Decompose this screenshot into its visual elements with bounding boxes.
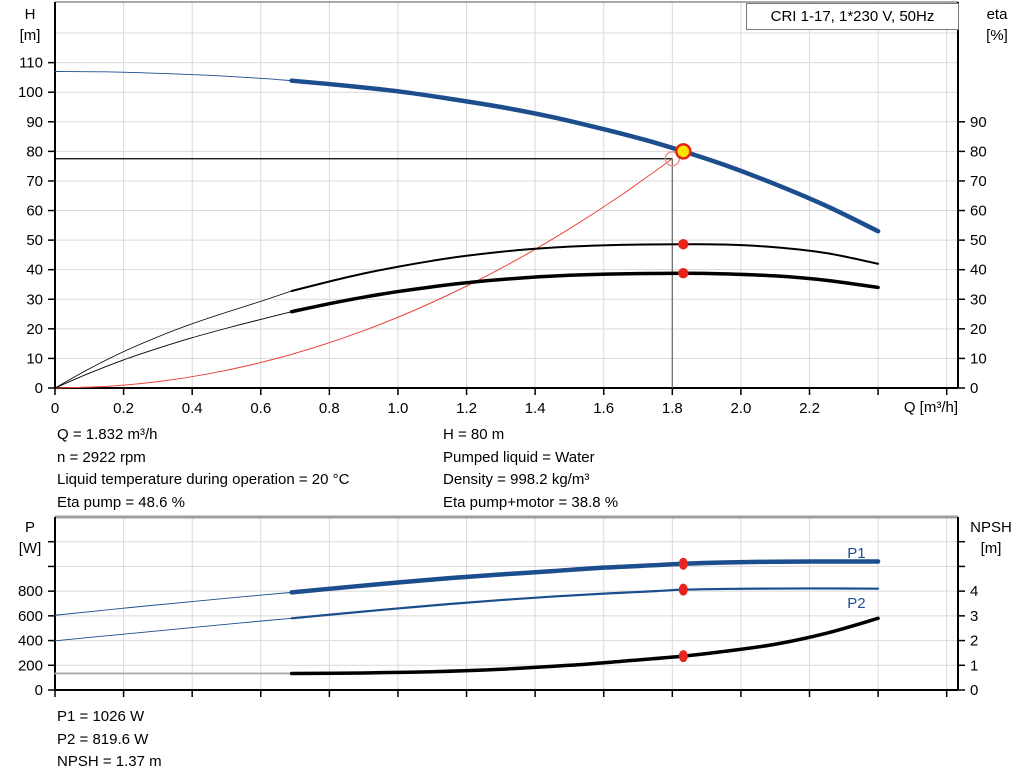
tick-label: 60 bbox=[26, 203, 43, 220]
tick-label: 80 bbox=[26, 143, 43, 160]
p2-curve-label: P2 bbox=[847, 595, 865, 612]
p1-duty-dot bbox=[678, 557, 688, 570]
tick-label: 1.6 bbox=[593, 400, 614, 417]
tick-label: 20 bbox=[970, 321, 987, 338]
p1-value: P1 = 1026 W bbox=[57, 708, 145, 725]
tick-label: 90 bbox=[26, 114, 43, 131]
tick-label: 20 bbox=[26, 321, 43, 338]
tick-label: 800 bbox=[18, 583, 43, 600]
eta-pump-motor-curve-thin bbox=[54, 311, 293, 389]
p-axis-label: P [W] bbox=[18, 519, 42, 557]
speed-value: n = 2922 rpm bbox=[57, 448, 146, 466]
tick-label: 0 bbox=[51, 400, 59, 417]
eta-pump-motor-duty-dot bbox=[678, 268, 689, 279]
eta-axis-label: eta [%] bbox=[986, 6, 1008, 44]
tick-label: 600 bbox=[18, 608, 43, 625]
npsh-duty-dot bbox=[678, 650, 688, 663]
npsh-value: NPSH = 1.37 m bbox=[57, 753, 162, 770]
p1-curve-label: P1 bbox=[847, 545, 865, 562]
tick-label: 50 bbox=[970, 232, 987, 249]
p2-curve-thin bbox=[54, 617, 293, 642]
head-value: H = 80 m bbox=[443, 426, 505, 443]
tick-label: 0.2 bbox=[113, 400, 134, 417]
eta-pump-duty-dot bbox=[678, 239, 689, 250]
pumped-liquid-value: Pumped liquid = Water bbox=[443, 448, 595, 466]
duty-info-left-block: Q = 1.832 m³/h n = 2922 rpm Liquid tempe… bbox=[57, 424, 349, 514]
tick-label: 40 bbox=[26, 262, 43, 279]
tick-label: 400 bbox=[18, 633, 43, 650]
p1-curve bbox=[289, 559, 881, 595]
power-info-block: P1 = 1026 W P2 = 819.6 W NPSH = 1.37 m bbox=[57, 706, 162, 774]
pump-curve bbox=[289, 78, 881, 234]
tick-label: 0 bbox=[970, 380, 978, 397]
flow-value: Q = 1.832 m³/h bbox=[57, 426, 158, 443]
duty-info-right-block: H = 80 m Pumped liquid = Water Density =… bbox=[443, 424, 618, 514]
pump-model-label: CRI 1-17, 1*230 V, 50Hz bbox=[770, 8, 935, 25]
tick-label: 60 bbox=[970, 203, 987, 220]
tick-label: 0.4 bbox=[182, 400, 203, 417]
eta-pump-curve-thin bbox=[54, 290, 293, 389]
tick-label: 30 bbox=[26, 291, 43, 308]
tick-label: 0.6 bbox=[250, 400, 271, 417]
tick-label: 50 bbox=[26, 232, 43, 249]
actual-duty-point[interactable] bbox=[675, 143, 692, 160]
tick-label: 1.0 bbox=[388, 400, 409, 417]
tick-label: 90 bbox=[970, 114, 987, 131]
hq-eta-chart: 0 0.2 0.4 0.6 0.8 1.0 1.2 1.4 1.6 1.8 2.0 2.2 0 10 20 3… bbox=[18, 1, 987, 417]
tick-label: 1.8 bbox=[662, 400, 683, 417]
tick-label: 0.8 bbox=[319, 400, 340, 417]
tick-label: 1.2 bbox=[456, 400, 477, 417]
tick-label: 3 bbox=[970, 608, 978, 625]
tick-label: 110 bbox=[19, 55, 43, 72]
tick-label: 70 bbox=[26, 173, 43, 190]
h-axis-label: H [m] bbox=[19, 6, 41, 44]
eta-pump-value: Eta pump = 48.6 % bbox=[57, 493, 185, 511]
tick-label: 4 bbox=[970, 583, 978, 600]
tick-label: 2.2 bbox=[799, 400, 820, 417]
tick-label: 10 bbox=[970, 350, 987, 367]
system-curve bbox=[54, 158, 673, 389]
requested-duty-ring bbox=[664, 151, 680, 167]
tick-label: 1 bbox=[970, 657, 978, 674]
p2-curve bbox=[290, 587, 880, 620]
tick-label: 100 bbox=[18, 84, 43, 101]
tick-label: 2 bbox=[970, 633, 978, 650]
npsh-axis-label: NPSH [m] bbox=[970, 519, 1012, 557]
p2-duty-dot bbox=[678, 583, 688, 596]
tick-label: 0 bbox=[970, 682, 978, 699]
tick-label: 30 bbox=[970, 291, 987, 308]
liquid-temperature-value: Liquid temperature during operation = 20… bbox=[57, 471, 350, 488]
tick-label: 10 bbox=[26, 350, 43, 367]
tick-label: 0 bbox=[35, 380, 43, 397]
pump-model-box: CRI 1-17, 1*230 V, 50Hz bbox=[746, 3, 959, 30]
eta-pump-motor-value: Eta pump+motor = 38.8 % bbox=[443, 493, 619, 511]
tick-label: 200 bbox=[18, 657, 43, 674]
q-axis-label: Q [m³/h] bbox=[903, 399, 958, 416]
p1-curve-thin bbox=[54, 591, 293, 616]
eta-pump-motor-curve bbox=[289, 271, 880, 314]
tick-label: 0 bbox=[35, 682, 43, 699]
tick-label: 80 bbox=[970, 143, 987, 160]
tick-label: 70 bbox=[970, 173, 987, 190]
pump-curve-thin bbox=[54, 71, 293, 82]
eta-pump-curve bbox=[290, 243, 880, 292]
power-npsh-chart: 0 200 400 600 800 0 1 2 3 4 P1 P2 bbox=[18, 515, 978, 699]
p2-value: P2 = 819.6 W bbox=[57, 730, 149, 748]
tick-label: 40 bbox=[970, 262, 987, 279]
npsh-curve bbox=[289, 616, 880, 676]
tick-label: 1.4 bbox=[525, 400, 546, 417]
density-value: Density = 998.2 kg/m³ bbox=[443, 471, 590, 488]
tick-label: 2.0 bbox=[730, 400, 751, 417]
